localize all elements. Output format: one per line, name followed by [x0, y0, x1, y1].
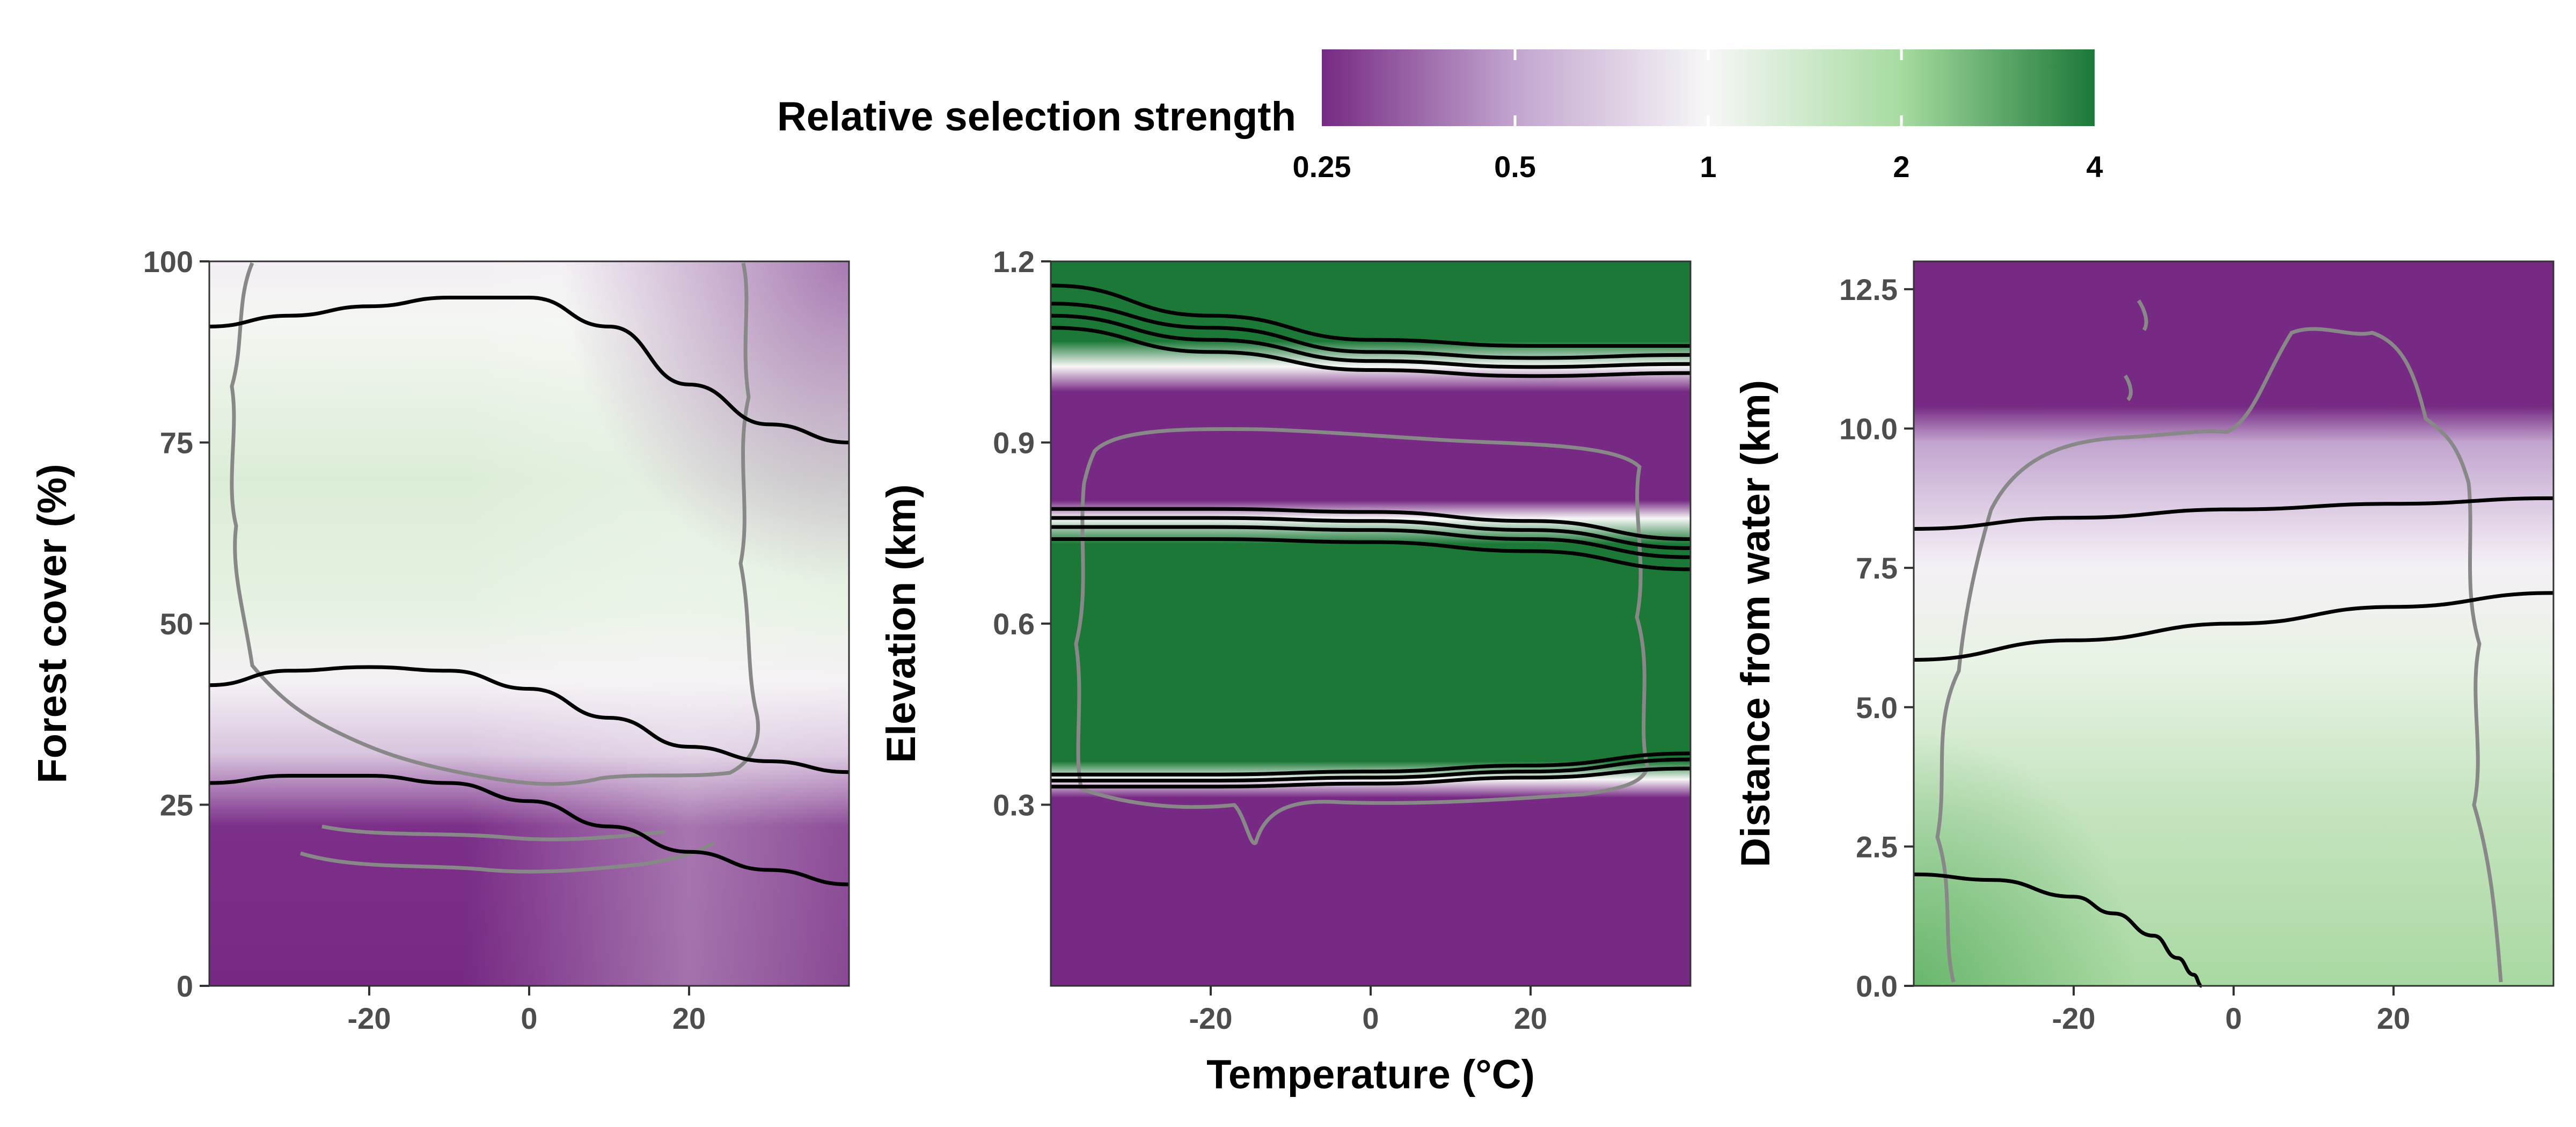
panel-forest-cover: -20 0 20 0 25 50 75 100 Forest cover (%) [30, 245, 850, 1035]
legend-tick-label: 2 [1893, 150, 1909, 184]
elevation-contour-line-10 [1051, 757, 1691, 783]
forest-data-outline [230, 262, 760, 874]
elevation-y-axis-title: Elevation (km) [879, 484, 924, 763]
panel-elevation: -20 0 20 0.3 0.6 0.9 1.2 Elevation (km) [879, 245, 1692, 1035]
elevation-x-tick-label: 20 [1514, 1001, 1547, 1035]
forest-contour-line-3 [209, 774, 850, 887]
elevation-x-tick-label: -20 [1189, 1001, 1233, 1035]
water-contour-line-2 [1913, 591, 2554, 662]
legend-colorbar [1322, 49, 2095, 126]
water-contour-lines [1913, 496, 2554, 988]
water-y-tick-label: 12.5 [1839, 273, 1898, 306]
water-y-axis-title: Distance from water (km) [1733, 380, 1779, 867]
x-axis-title: Temperature (°C) [1206, 1052, 1535, 1097]
water-y-tick-label: 5.0 [1856, 691, 1898, 724]
forest-y-tick-label: 100 [143, 245, 193, 279]
elevation-contour-line-8 [1050, 537, 1691, 572]
legend-tick-label: 0.25 [1293, 150, 1351, 184]
water-x-tick-label: 0 [2225, 1001, 2242, 1035]
legend-tick-label: 4 [2086, 150, 2103, 184]
elevation-y-tick-label: 0.3 [993, 788, 1035, 822]
elevation-contour-line-1 [1050, 283, 1690, 348]
elevation-contour-line-11 [1051, 766, 1691, 789]
panel-water-distance: -20 0 20 0.0 2.5 5.0 7.5 10.0 12.5 Distance from … [1733, 260, 2555, 1035]
water-data-outline [1935, 299, 2503, 983]
forest-x-tick-label: -20 [348, 1001, 391, 1035]
water-y-tick-label: 7.5 [1856, 551, 1898, 585]
elevation-contour-line-9 [1050, 751, 1691, 777]
forest-contour-lines [209, 295, 850, 887]
elevation-x-tick-label: 0 [1362, 1001, 1379, 1035]
forest-heatmap-corner [209, 261, 849, 986]
water-contour-line-1 [1913, 496, 2554, 531]
forest-y-axis-title: Forest cover (%) [30, 464, 75, 784]
forest-y-tick-label: 0 [177, 969, 193, 1003]
water-y-tick-label: 0.0 [1856, 969, 1898, 1003]
legend-title: Relative selection strength [777, 94, 1296, 140]
forest-y-tick-label: 75 [160, 426, 193, 460]
water-y-tick-label: 10.0 [1839, 412, 1898, 446]
elevation-contour-line-6 [1050, 516, 1691, 550]
legend-tick-label: 1 [1700, 150, 1716, 184]
forest-x-tick-label: 0 [521, 1001, 537, 1035]
elevation-data-outline [1074, 427, 1650, 845]
elevation-contour-line-3 [1050, 313, 1691, 369]
forest-y-tick-label: 25 [160, 788, 193, 822]
elevation-contour-line-7 [1050, 525, 1691, 559]
forest-contour-line-1 [209, 295, 850, 444]
elevation-contour-line-5 [1051, 507, 1691, 541]
legend-tick-label: 0.5 [1494, 150, 1536, 184]
elevation-contour-line-2 [1050, 302, 1691, 360]
elevation-contour-line-4 [1050, 326, 1691, 378]
elevation-y-tick-label: 1.2 [993, 245, 1035, 279]
water-y-tick-label: 2.5 [1856, 830, 1898, 863]
forest-y-tick-label: 50 [160, 607, 193, 641]
water-x-tick-label: -20 [2052, 1001, 2096, 1035]
forest-x-tick-label: 20 [672, 1001, 706, 1035]
elevation-contour-lines [1050, 283, 1691, 789]
color-legend: Relative selection strength 0.25 0.5 1 2 4 [777, 49, 2103, 184]
forest-contour-line-2 [209, 665, 850, 774]
elevation-y-tick-label: 0.6 [993, 607, 1035, 641]
water-contour-line-3 [1913, 872, 2202, 988]
elevation-y-tick-label: 0.9 [993, 426, 1035, 460]
elevation-heatmap [1051, 261, 1690, 986]
water-x-tick-label: 20 [2377, 1001, 2410, 1035]
